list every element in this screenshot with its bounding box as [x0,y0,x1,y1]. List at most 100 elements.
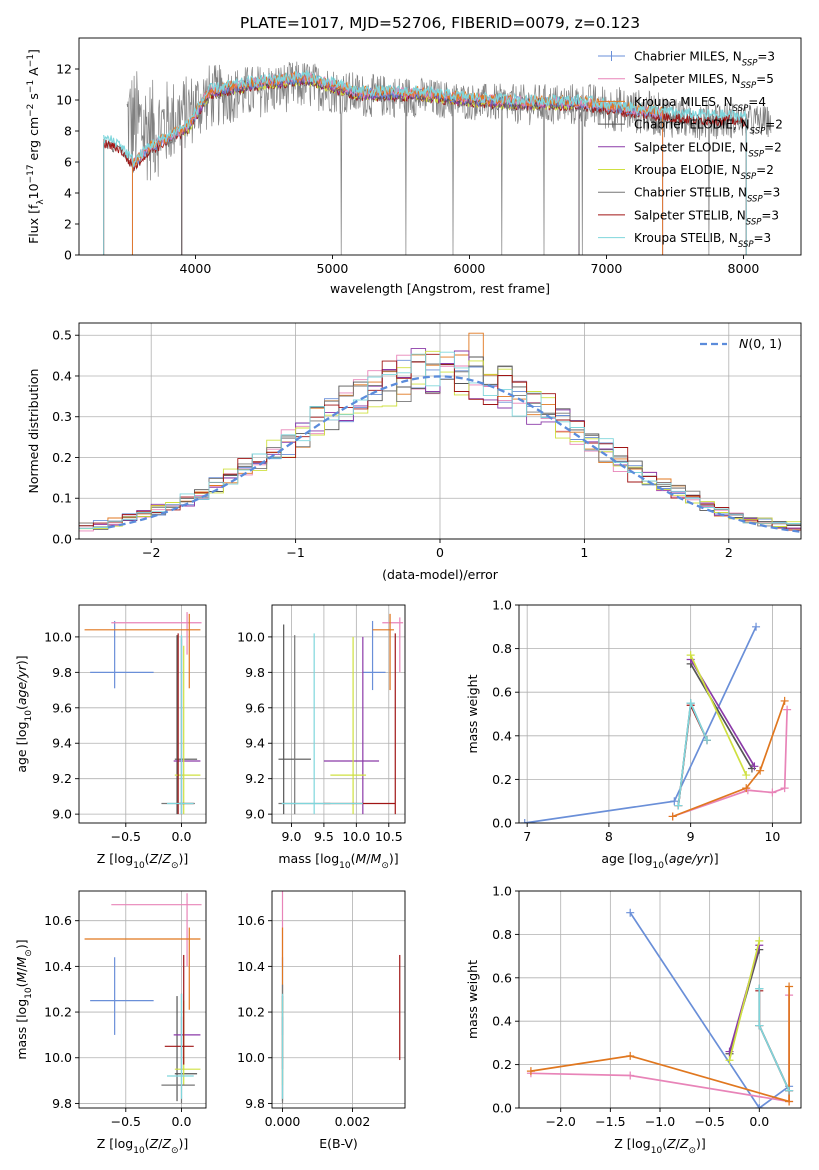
weight-marker [780,784,789,793]
label-part: mass [log [278,851,339,866]
x-axis-label: E(B-V) [319,1136,358,1151]
axes-decor-age-Z: −0.5 0.09.09.29.49.69.810.0Z [log10(Z/Z⊙)… [14,604,207,871]
y-tick-label: 9.6 [52,700,72,715]
legend-label-tail: =2 [765,118,783,132]
label-part: Z [149,851,159,866]
weight-line-chabrier-miles [629,912,790,1108]
x-tick-label: 10.0 [342,829,370,844]
x-tick-label: −2 [142,545,160,560]
legend-label-sub: SSP [750,127,766,137]
plot-area-residuals [79,332,801,534]
legend-label: Kroupa MILES, NSSP=4 [634,95,766,114]
weight-marker [703,736,711,745]
weight-marker [686,699,695,708]
x-tick-label: −0.5 [694,1114,724,1129]
y-tick-label: 10.0 [44,1050,72,1065]
x-axis-label: mass [log10(M/M⊙)] [278,851,398,871]
y-tick-label: 0.0 [492,816,512,831]
y-tick-label: 2 [64,217,72,232]
label-part: )] [14,655,29,665]
y-tick-label: 9.6 [245,700,265,715]
y-tick-label: 0.4 [492,728,512,743]
x-tick-label: 9.0 [282,829,302,844]
label-part: ( [662,1136,667,1151]
panel-weight-Z: −2.0 −1.5 −1.0 −0.5 0.0 0.0 0.2 0.4 0.6 0.8 1.0 Z [… [465,884,802,1156]
legend-label-main: Chabrier MILES, N [634,50,742,64]
label-part: ] [26,49,41,54]
axes-decor-weight-Z: −2.0 −1.5 −1.0 −0.5 0.0 0.0 0.2 0.4 0.6 0.8 1.0 Z [… [465,884,802,1156]
legend-label: Salpeter ELODIE, NSSP=2 [634,140,782,159]
weight-marker [750,762,759,771]
legend-label-sub: SSP [748,149,764,159]
y-tick-label: 0.2 [492,772,512,787]
weight-marker [752,622,761,631]
label-part: 10 [26,183,41,199]
label-part: )] [696,1136,706,1151]
label-part: age [log [14,721,29,772]
legend-label: Salpeter STELIB, NSSP=3 [634,208,779,227]
y-tick-label: 9.8 [245,1096,265,1111]
legend-label-main: Salpeter MILES, N [634,72,741,86]
y-axis-label: mass weight [465,674,480,753]
label-part: Flux [f [26,204,41,244]
y-tick-label: 0.8 [492,927,512,942]
y-tick-label: 10.0 [237,629,265,644]
y-axis-label: mass weight [465,960,480,1039]
histogram-kroupa-stelib [79,351,801,529]
y-tick-label: 0.0 [52,532,72,547]
weight-line-chabrier-elodie [689,663,753,769]
legend-label-tail: =4 [748,95,766,109]
plot-area-age-mass [278,613,404,815]
legend-label-tail: =3 [763,186,781,200]
axes-frame [78,37,802,256]
legend-label-main: Kroupa MILES, N [634,95,733,109]
weight-marker [626,1051,635,1060]
legend-label-tail: =2 [764,140,782,154]
x-axis-label: Z [log10(Z/Z⊙)] [97,1136,189,1156]
x-tick-label: 7 [523,829,531,844]
plot-area-mass-Z [84,893,202,1104]
label-part: 10 [24,710,34,722]
label-part: Z [log [97,851,133,866]
y-tick-label: 4 [64,186,72,201]
panel-mass-EBV: 0.000 0.002 9.8 10.0 10.2 10.4 10.6 E(B-V) [237,890,406,1151]
x-axis-label: Z [log10(Z/Z⊙)] [614,1136,706,1156]
legend-label-main: Chabrier ELODIE, N [634,118,750,132]
x-tick-label: −1.0 [645,1114,675,1129]
weight-line-kroupa-miles [530,986,790,1103]
x-tick-label: 0.0 [749,1114,769,1129]
y-tick-label: 9.8 [245,665,265,680]
legend-label: Chabrier STELIB, NSSP=3 [634,186,780,205]
label-part: Z [log [614,1136,650,1151]
weight-marker [755,936,764,945]
label-part: Z [666,1136,676,1151]
weight-marker [785,1086,794,1095]
weight-marker [783,705,792,714]
x-axis-label: age [log10(age/yr)] [601,851,718,871]
axes-frame [271,890,406,1109]
x-axis-label: wavelength [Angstrom, rest frame] [330,281,550,296]
label-part: / [158,851,163,866]
y-axis-label: mass [log10(M/M⊙)] [14,939,34,1059]
y-tick-label: 1.0 [492,598,512,613]
y-tick-label: 10.0 [44,629,72,644]
legend-label-n: N [739,336,749,351]
x-tick-label: −1.5 [595,1114,625,1129]
panel-residuals: −2 −1 0 1 2 0.0 0.1 0.2 0.3 0.4 0.5 N(0, 1) (data-mo… [26,322,802,582]
label-part: s [26,93,41,104]
label-part: −1 [26,54,36,67]
x-tick-label: 0.002 [335,1114,371,1129]
legend-label-tail: =5 [756,72,774,86]
x-tick-label: 9.5 [314,829,334,844]
weight-marker [674,801,683,810]
label-part: 10 [24,987,34,999]
axes-decor-mass-EBV: 0.000 0.002 9.8 10.0 10.2 10.4 10.6 E(B-V) [237,890,406,1151]
axes-frame [78,604,207,824]
label-part: 10 [133,861,145,871]
label-part: )] [178,851,188,866]
y-tick-label: 1.0 [492,884,512,899]
legend-label-tail: =3 [757,50,775,64]
